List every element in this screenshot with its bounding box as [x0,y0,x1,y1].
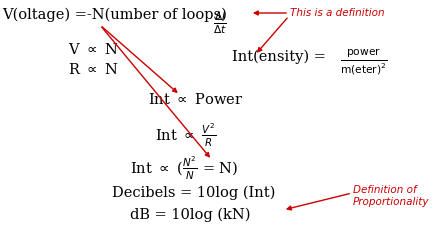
Text: V $\propto$ N: V $\propto$ N [68,42,118,57]
Text: Int $\propto$ ($\frac{N^2}{N}$ = N): Int $\propto$ ($\frac{N^2}{N}$ = N) [130,155,238,182]
Text: Int $\propto$ $\frac{V^2}{R}$: Int $\propto$ $\frac{V^2}{R}$ [155,122,215,149]
Text: Int(ensity) =: Int(ensity) = [231,50,325,64]
Text: $\frac{\Delta I}{\Delta t}$: $\frac{\Delta I}{\Delta t}$ [212,10,226,36]
Text: This is a definition: This is a definition [290,8,384,18]
Text: R $\propto$ N: R $\propto$ N [68,62,118,77]
Text: Int $\propto$ Power: Int $\propto$ Power [148,92,243,107]
Text: V(oltage) =-N(umber of loops): V(oltage) =-N(umber of loops) [2,8,226,22]
Text: $\frac{\mathrm{power}}{\mathrm{m(eter)^2}}$: $\frac{\mathrm{power}}{\mathrm{m(eter)^2… [339,48,387,77]
Text: dB = 10log (kN): dB = 10log (kN) [130,208,250,222]
Text: Definition of
Proportionality: Definition of Proportionality [352,185,428,207]
Text: Decibels = 10log (Int): Decibels = 10log (Int) [112,186,275,200]
